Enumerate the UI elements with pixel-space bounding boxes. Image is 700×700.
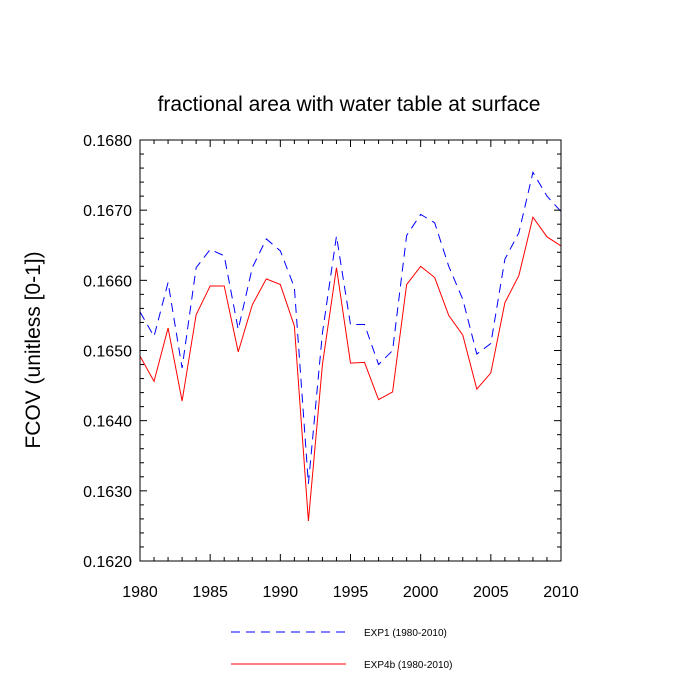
y-tick-label: 0.1660	[83, 273, 132, 290]
plot-frame	[139, 139, 562, 562]
y-tick-label: 0.1640	[83, 414, 132, 431]
series-line-exp4b	[139, 215, 562, 522]
y-axis-label: FCOV (unitless [0-1])	[22, 251, 45, 448]
legend-label-exp4b: EXP4b (1980-2010)	[364, 660, 452, 671]
x-tick-label: 2005	[473, 584, 509, 601]
x-tick-label: 2000	[403, 584, 439, 601]
legend-label-exp1: EXP1 (1980-2010)	[364, 628, 447, 639]
chart-title: fractional area with water table at surf…	[158, 93, 541, 116]
x-tick-label: 2010	[543, 584, 579, 601]
x-tick-label: 1985	[192, 584, 228, 601]
x-tick-label: 1995	[333, 584, 369, 601]
y-tick-label: 0.1620	[83, 554, 132, 571]
y-tick-label: 0.1650	[83, 344, 132, 361]
x-tick-label: 1990	[263, 584, 299, 601]
y-tick-label: 0.1680	[83, 133, 132, 150]
x-tick-label: 1980	[122, 584, 158, 601]
plot-area: 1980 1985 1990 1995 2000 2005 2010 0.1620 0.1630…	[83, 133, 579, 601]
legend: EXP1 (1980-2010) EXP4b (1980-2010)	[231, 628, 452, 671]
series-line-exp1	[139, 170, 562, 484]
y-tick-label: 0.1670	[83, 203, 132, 220]
y-tick-label: 0.1630	[83, 484, 132, 501]
